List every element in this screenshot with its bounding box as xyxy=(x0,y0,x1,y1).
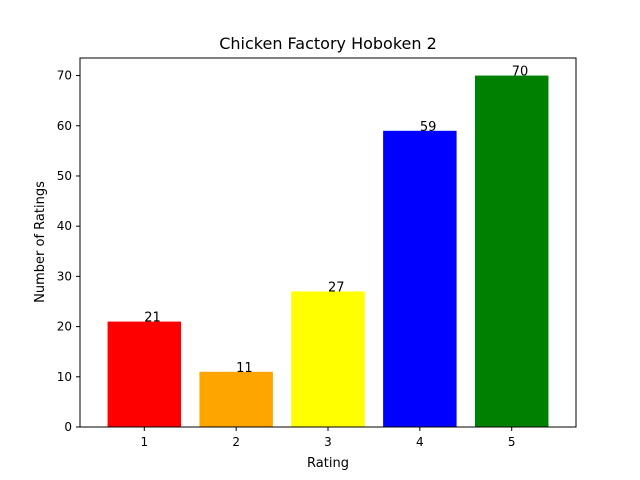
x-axis-ticks: 1 2 3 4 5 xyxy=(140,427,516,449)
y-tick-label: 0 xyxy=(64,420,72,434)
data-label-rating-5: 70 xyxy=(512,65,529,80)
y-tick-label: 50 xyxy=(57,169,72,183)
data-label-rating-4: 59 xyxy=(420,120,437,135)
y-tick-label: 10 xyxy=(57,370,72,384)
y-tick-label: 70 xyxy=(57,69,72,83)
bar-rating-4 xyxy=(383,130,457,428)
y-tick-label: 30 xyxy=(57,269,72,283)
bar-rating-2 xyxy=(199,371,273,427)
bars-group xyxy=(107,75,549,428)
x-axis-label: Rating xyxy=(307,456,349,471)
y-tick-label: 40 xyxy=(57,219,72,233)
data-label-rating-3: 27 xyxy=(328,280,345,295)
plot-area: 21 11 27 59 70 1 2 3 4 5 0 10 20 30 40 50 60 70 xyxy=(57,57,577,449)
bar-rating-5 xyxy=(474,75,549,428)
x-tick-label: 5 xyxy=(508,435,516,449)
bar-rating-1 xyxy=(107,321,182,427)
x-tick-label: 1 xyxy=(140,435,148,449)
y-tick-label: 20 xyxy=(57,320,72,334)
data-labels-group: 21 11 27 59 70 xyxy=(144,65,528,376)
x-tick-label: 2 xyxy=(232,435,240,449)
y-axis-label: Number of Ratings xyxy=(33,181,48,303)
data-label-rating-1: 21 xyxy=(144,311,161,326)
x-tick-label: 3 xyxy=(324,435,332,449)
chart-title: Chicken Factory Hoboken 2 xyxy=(219,34,437,53)
data-label-rating-2: 11 xyxy=(236,361,253,376)
y-axis-ticks: 0 10 20 30 40 50 60 70 xyxy=(57,69,80,434)
bar-rating-3 xyxy=(291,291,365,427)
x-tick-label: 4 xyxy=(416,435,424,449)
y-tick-label: 60 xyxy=(57,119,72,133)
